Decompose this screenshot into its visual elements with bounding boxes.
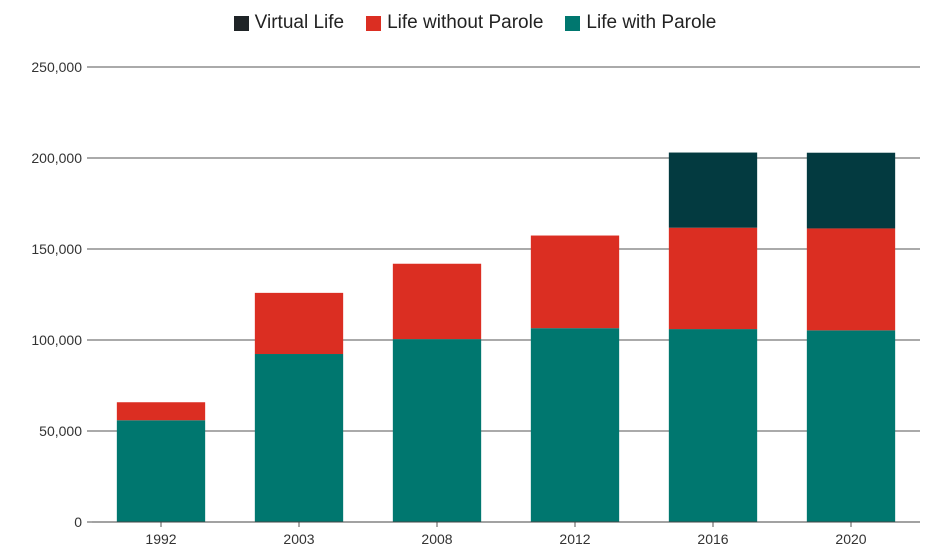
bar-life-with-parole-2008: [392, 339, 482, 522]
bar-virtual-life-2020: [806, 152, 896, 229]
x-tick-label: 2016: [697, 531, 728, 547]
y-tick-label: 150,000: [31, 241, 82, 257]
legend-label-life-without-parole: Life without Parole: [387, 12, 544, 33]
legend-item-virtual-life: Virtual Life: [233, 12, 345, 34]
legend-item-life-without-parole: Life without Parole: [366, 12, 543, 34]
legend-swatch-life-without-parole: [366, 15, 382, 31]
x-tick-label: 2003: [283, 531, 314, 547]
x-tick-label: 2012: [559, 531, 590, 547]
bar-life-with-parole-2020: [806, 330, 896, 522]
legend-swatch-life-with-parole: [565, 15, 581, 31]
chart-legend: Virtual Life Life without Parole Life wi…: [0, 12, 950, 34]
bar-life-without-parole-2008: [392, 263, 482, 340]
legend-label-life-with-parole: Life with Parole: [586, 12, 717, 33]
legend-swatch-virtual-life: [233, 15, 249, 31]
legend-label-virtual-life: Virtual Life: [254, 12, 345, 33]
bar-life-without-parole-2012: [530, 235, 620, 329]
bar-life-with-parole-1992: [116, 420, 206, 522]
y-tick-label: 50,000: [39, 423, 82, 439]
x-tick-label: 2020: [835, 531, 866, 547]
bar-life-without-parole-1992: [116, 402, 206, 421]
bar-virtual-life-2016: [668, 152, 758, 228]
y-tick-label: 200,000: [31, 150, 82, 166]
bar-life-without-parole-2020: [806, 228, 896, 331]
legend-item-life-with-parole: Life with Parole: [565, 12, 716, 34]
bar-life-without-parole-2003: [254, 292, 344, 355]
y-tick-label: 250,000: [31, 59, 82, 75]
bar-life-with-parole-2012: [530, 328, 620, 522]
x-tick-label: 2008: [421, 531, 452, 547]
bar-life-without-parole-2016: [668, 227, 758, 330]
bar-life-with-parole-2003: [254, 354, 344, 522]
y-tick-label: 100,000: [31, 332, 82, 348]
bar-life-with-parole-2016: [668, 329, 758, 522]
x-tick-label: 1992: [145, 531, 176, 547]
y-tick-label: 0: [74, 514, 82, 530]
